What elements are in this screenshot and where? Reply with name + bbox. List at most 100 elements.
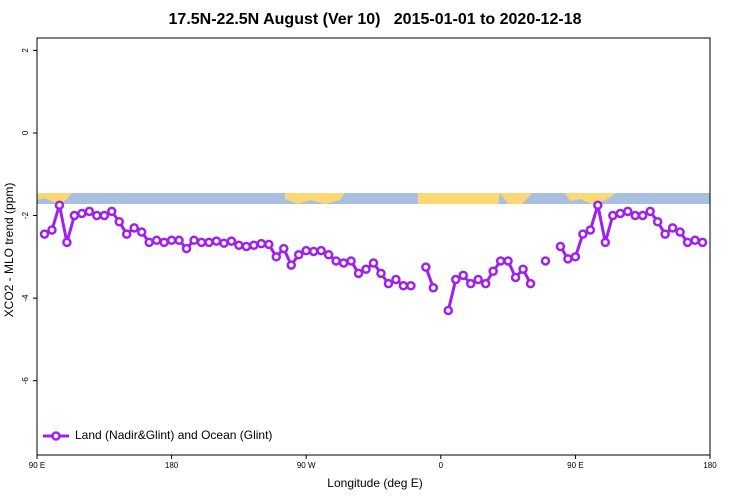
data-point — [368, 258, 379, 268]
data-point — [518, 264, 528, 274]
data-point — [241, 241, 252, 252]
data-point — [398, 280, 409, 291]
data-point — [121, 229, 132, 239]
data-point — [286, 260, 296, 270]
data-point — [279, 243, 289, 254]
data-point — [69, 210, 80, 221]
data-point — [540, 256, 551, 266]
data-point — [600, 237, 611, 248]
data-point — [593, 200, 603, 210]
data-point — [406, 280, 416, 291]
x-tick-label: 90 W — [297, 461, 316, 470]
data-point — [62, 237, 72, 248]
data-point — [308, 246, 319, 257]
data-point — [99, 210, 110, 221]
data-point — [211, 236, 222, 246]
data-point — [47, 225, 57, 235]
y-tick-label: -2 — [21, 211, 30, 219]
data-point — [204, 237, 214, 248]
data-point — [525, 278, 536, 289]
data-point — [226, 236, 237, 246]
data-point — [114, 216, 125, 227]
data-point — [391, 274, 401, 285]
data-point — [92, 210, 102, 221]
legend-marker — [51, 431, 61, 441]
y-axis-label: XCO2 - MLO trend (ppm) — [2, 183, 16, 318]
data-point — [660, 229, 670, 239]
data-point — [316, 245, 326, 256]
data-point — [144, 237, 154, 248]
y-tick-label: 0 — [21, 130, 30, 135]
data-point — [331, 256, 341, 266]
y-tick-label: 2 — [21, 48, 30, 53]
data-point — [637, 210, 648, 221]
data-point — [129, 223, 139, 233]
data-point — [458, 270, 468, 281]
data-point — [54, 200, 65, 210]
x-tick-label: 90 E — [29, 461, 45, 470]
data-point — [264, 239, 274, 250]
x-tick-label: 0 — [439, 461, 444, 470]
data-point — [421, 262, 431, 272]
data-point — [136, 227, 147, 237]
y-tick-label: -6 — [21, 377, 30, 385]
data-point — [608, 210, 618, 221]
data-point — [189, 235, 199, 246]
data-point — [480, 278, 491, 289]
data-point — [675, 227, 685, 237]
data-point — [428, 283, 439, 293]
data-point — [697, 237, 708, 248]
data-point — [301, 245, 311, 256]
data-point — [39, 229, 50, 239]
data-point — [196, 237, 207, 248]
data-point — [630, 210, 640, 221]
data-point — [151, 235, 162, 246]
data-point — [84, 206, 95, 217]
data-point — [443, 305, 454, 316]
data-point — [181, 243, 192, 254]
data-point — [555, 241, 566, 252]
y-tick-label: -4 — [21, 294, 30, 302]
data-point — [652, 216, 663, 227]
data-point — [338, 258, 349, 268]
x-tick-label: 180 — [165, 461, 179, 470]
data-point — [563, 254, 573, 264]
data-point — [585, 225, 596, 235]
data-point — [353, 268, 364, 279]
data-point — [383, 278, 394, 289]
data-point — [77, 208, 87, 219]
data-point — [234, 240, 244, 251]
data-point — [690, 235, 700, 246]
data-point — [667, 223, 678, 233]
data-point — [495, 256, 506, 266]
legend-label: Land (Nadir&Glint) and Ocean (Glint) — [75, 428, 272, 442]
data-point — [159, 237, 169, 248]
data-point — [293, 250, 304, 260]
data-point — [473, 274, 483, 285]
data-point — [488, 266, 498, 277]
data-point — [376, 268, 386, 279]
data-point — [219, 238, 229, 248]
data-point — [256, 238, 267, 249]
plot-frame — [36, 37, 711, 456]
data-point — [682, 237, 693, 248]
data-point — [578, 229, 588, 239]
data-point — [361, 264, 371, 274]
data-point — [451, 274, 461, 285]
data-point — [346, 256, 356, 266]
data-point — [465, 278, 476, 289]
x-axis-label: Longitude (deg E) — [327, 476, 422, 490]
data-point — [510, 272, 521, 283]
map-strip — [37, 193, 710, 204]
data-point — [570, 252, 581, 262]
data-point — [249, 240, 259, 251]
data-point — [615, 208, 626, 219]
x-tick-label: 180 — [703, 461, 717, 470]
data-point — [323, 250, 334, 260]
data-point — [166, 235, 177, 246]
x-tick-label: 90 E — [567, 461, 583, 470]
data-point — [645, 206, 655, 217]
data-point — [174, 235, 184, 246]
data-point — [107, 206, 117, 217]
data-point — [503, 256, 513, 266]
